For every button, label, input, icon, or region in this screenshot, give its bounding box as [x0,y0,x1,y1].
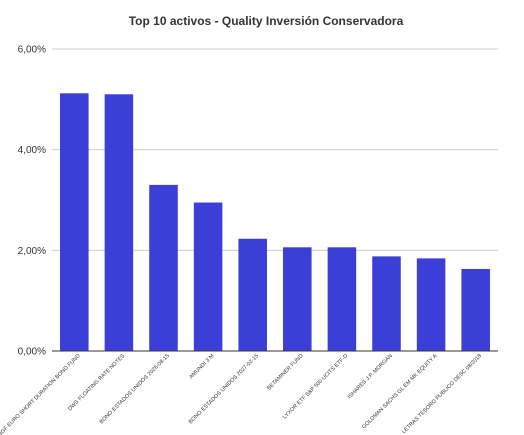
y-tick-label: 0,00% [18,347,46,358]
bars [60,93,490,352]
y-tick-label: 4,00% [18,145,46,156]
bar [372,256,401,351]
x-tick-label: BONO ESTADOS UNIDOS 2027-02-15 [188,353,260,425]
x-tick-label: GOLDMAN SACHS GL EM MK EQUITY A [361,353,439,431]
y-tick-label: 6,00% [18,45,46,56]
x-tick-label: ISHARES J.P. MORGAN [347,353,394,400]
x-tick-label: BETAMINER FUND [266,353,305,392]
bar [193,202,223,351]
chart-title: Top 10 activos - Quality Inversión Conse… [129,14,404,28]
bar [149,184,178,351]
bar [238,238,267,351]
bar [327,247,357,351]
y-tick-label: 2,00% [18,246,46,257]
x-tick-label: AMUNDI 3 M [188,353,215,380]
x-tick-label: LETRAS TESORO PUBLICO DESC 08/2018 [401,353,483,435]
x-tick-label: BONO ESTADOS UNIDOS 2026-08-15 [99,353,171,425]
bar [461,268,490,351]
y-axis-ticks: 0,00% 2,00% 4,00% 6,00% [18,45,46,358]
bar [104,94,134,352]
x-tick-label: BGF EURO SHORT DURATION BOND FUND [0,353,82,435]
bar [416,258,446,351]
bar [60,93,89,351]
bar [283,247,312,351]
